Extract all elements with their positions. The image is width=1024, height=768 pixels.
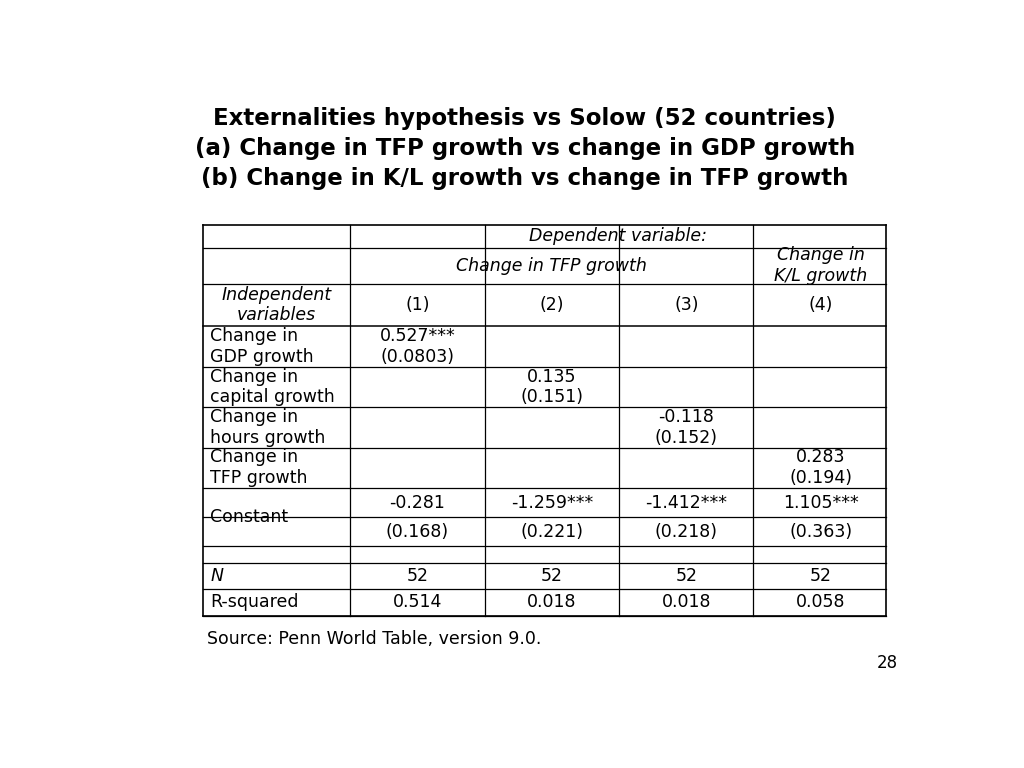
- Text: N: N: [210, 568, 223, 585]
- Text: -0.281: -0.281: [389, 494, 445, 511]
- Text: 52: 52: [810, 568, 831, 585]
- Text: 0.135
(0.151): 0.135 (0.151): [520, 368, 584, 406]
- Text: Dependent variable:: Dependent variable:: [529, 227, 707, 246]
- Text: (0.363): (0.363): [790, 523, 852, 541]
- Text: (0.218): (0.218): [654, 523, 718, 541]
- Text: (0.221): (0.221): [520, 523, 584, 541]
- Text: 52: 52: [407, 568, 428, 585]
- Text: Change in TFP growth: Change in TFP growth: [457, 257, 647, 275]
- Text: (0.168): (0.168): [386, 523, 449, 541]
- Text: -1.412***: -1.412***: [645, 494, 727, 511]
- Text: (2): (2): [540, 296, 564, 314]
- Text: Source: Penn World Table, version 9.0.: Source: Penn World Table, version 9.0.: [207, 631, 542, 648]
- Text: Externalities hypothesis vs Solow (52 countries)
(a) Change in TFP growth vs cha: Externalities hypothesis vs Solow (52 co…: [195, 107, 855, 190]
- Text: (3): (3): [674, 296, 698, 314]
- Text: (1): (1): [406, 296, 430, 314]
- Text: 0.527***
(0.0803): 0.527*** (0.0803): [380, 327, 456, 366]
- Text: R-squared: R-squared: [210, 594, 299, 611]
- Text: 0.018: 0.018: [662, 594, 711, 611]
- Text: -0.118
(0.152): -0.118 (0.152): [654, 408, 718, 447]
- Text: Independent
variables: Independent variables: [221, 286, 332, 324]
- Text: 28: 28: [877, 654, 898, 672]
- Text: 1.105***: 1.105***: [782, 494, 858, 511]
- Text: Change in
hours growth: Change in hours growth: [210, 408, 326, 447]
- Text: 0.514: 0.514: [392, 594, 442, 611]
- Text: Change in
GDP growth: Change in GDP growth: [210, 327, 313, 366]
- Text: 0.018: 0.018: [527, 594, 577, 611]
- Text: -1.259***: -1.259***: [511, 494, 593, 511]
- Text: (4): (4): [809, 296, 833, 314]
- Text: Change in
capital growth: Change in capital growth: [210, 368, 335, 406]
- Text: Change in
TFP growth: Change in TFP growth: [210, 449, 308, 487]
- Text: 52: 52: [675, 568, 697, 585]
- Text: Constant: Constant: [210, 508, 289, 526]
- Text: 0.058: 0.058: [796, 594, 846, 611]
- Text: 0.283
(0.194): 0.283 (0.194): [790, 449, 852, 487]
- Text: Change in
K/L growth: Change in K/L growth: [774, 247, 867, 285]
- Text: 52: 52: [541, 568, 563, 585]
